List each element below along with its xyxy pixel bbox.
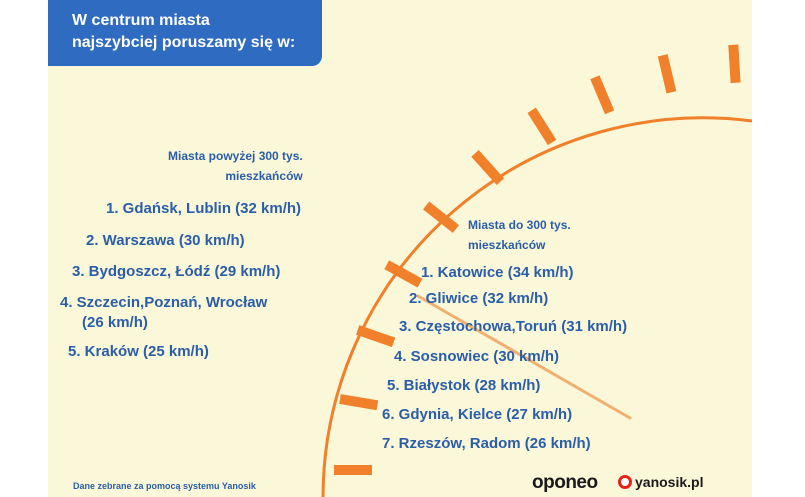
small-city-item: 2. Gliwice (32 km/h): [409, 290, 549, 307]
large-city-item: 1. Gdańsk, Lublin (32 km/h): [106, 200, 302, 217]
large-cities-heading: Miasta powyżej 300 tys. mieszkańców: [168, 146, 303, 186]
large-city-item-4-line-2: (26 km/h): [82, 314, 148, 331]
large-city-item: 3. Bydgoszcz, Łódź (29 km/h): [72, 263, 281, 280]
speedometer-tick: [728, 44, 741, 84]
oponeo-logo: oponeo: [532, 472, 598, 493]
title-line-1: W centrum miasta: [72, 12, 210, 29]
speedometer-ticks: [334, 44, 741, 475]
small-city-item: 3. Częstochowa,Toruń (31 km/h): [399, 318, 628, 335]
speedometer-tick: [471, 150, 505, 186]
speedometer-tick: [339, 394, 379, 411]
large-city-item-4: 4. Szczecin,Poznań, Wrocław (26 km/h): [60, 293, 267, 333]
data-source-note: Dane zebrane za pomocą systemu Yanosik: [73, 481, 256, 491]
title-banner: W centrum miasta najszybciej poruszamy s…: [48, 0, 322, 66]
speedometer-tick: [422, 201, 460, 233]
speedometer-tick: [384, 260, 423, 288]
small-cities-heading-line-1: Miasta do 300 tys.: [468, 218, 571, 232]
large-city-item: 5. Kraków (25 km/h): [68, 343, 209, 360]
small-city-item: 5. Białystok (28 km/h): [387, 377, 541, 394]
small-city-item: 1. Katowice (34 km/h): [421, 264, 574, 281]
speedometer-arc: [321, 116, 753, 497]
background-panel: [48, 0, 752, 497]
small-cities-heading-line-2: mieszkańców: [468, 238, 546, 252]
large-city-item: 2. Warszawa (30 km/h): [86, 232, 245, 249]
small-city-item: 6. Gdynia, Kielce (27 km/h): [382, 406, 573, 423]
speedometer-tick: [590, 75, 615, 115]
yanosik-logo: yanosik.pl: [618, 474, 703, 490]
speedometer-needle: [416, 294, 632, 420]
speedometer-tick: [527, 107, 557, 146]
small-city-item: 7. Rzeszów, Radom (26 km/h): [382, 435, 591, 452]
large-city-item-4-line-1: 4. Szczecin,Poznań, Wrocław: [60, 294, 268, 311]
yanosik-logo-text: yanosik.pl: [635, 474, 704, 490]
title-line-2: najszybciej poruszamy się w:: [72, 34, 296, 51]
large-cities-heading-line-1: Miasta powyżej 300 tys.: [168, 149, 303, 163]
speedometer-tick: [657, 54, 677, 94]
page-title: W centrum miasta najszybciej poruszamy s…: [72, 10, 295, 54]
small-cities-heading: Miasta do 300 tys. mieszkańców: [468, 215, 571, 255]
speedometer-tick: [356, 325, 396, 348]
yanosik-logo-icon: [618, 475, 632, 489]
small-city-item: 4. Sosnowiec (30 km/h): [394, 348, 560, 365]
large-cities-heading-line-2: mieszkańców: [225, 169, 303, 183]
